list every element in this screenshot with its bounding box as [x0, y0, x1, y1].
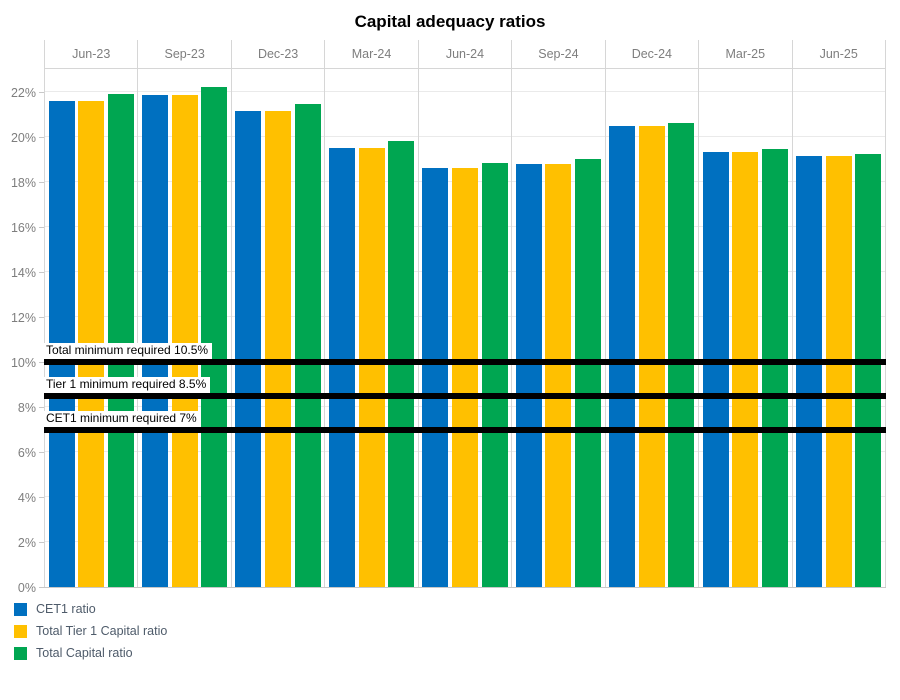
bar-total-tier-1-capital-ratio-mar-24[interactable] [358, 148, 385, 587]
bar-cet1-ratio-dec-24[interactable] [609, 125, 636, 587]
column-sep-23 [137, 69, 230, 587]
y-axis-tick [39, 542, 44, 543]
column-header-jun-24: Jun-24 [417, 40, 511, 68]
bar-total-capital-ratio-sep-24[interactable] [575, 159, 602, 587]
y-axis-tick [39, 181, 44, 183]
bar-total-capital-ratio-jun-24[interactable] [481, 162, 508, 587]
legend-item-total-tier-1-capital-ratio[interactable]: Total Tier 1 Capital ratio [14, 620, 167, 642]
column-header-dec-24: Dec-24 [604, 40, 698, 68]
bar-total-tier-1-capital-ratio-sep-23[interactable] [171, 95, 198, 587]
bar-cet1-ratio-sep-24[interactable] [515, 163, 542, 587]
y-axis-label-16: 16% [10, 220, 36, 235]
bar-cet1-ratio-jun-25[interactable] [796, 156, 823, 587]
reference-line-7pct [44, 426, 886, 433]
bar-cet1-ratio-sep-23[interactable] [142, 95, 169, 587]
legend: CET1 ratio Total Tier 1 Capital ratio Tota… [14, 598, 167, 664]
y-axis-tick [39, 587, 44, 588]
legend-item-cet1-ratio[interactable]: CET1 ratio [14, 598, 167, 620]
bar-cet1-ratio-mar-25[interactable] [702, 151, 729, 587]
bar-total-tier-1-capital-ratio-mar-25[interactable] [732, 151, 759, 587]
column-header-sep-24: Sep-24 [511, 40, 604, 68]
legend-label: CET1 ratio [36, 602, 96, 616]
y-axis-label-14: 14% [10, 266, 36, 280]
bar-total-capital-ratio-mar-25[interactable] [761, 149, 788, 587]
column-jun-23 [44, 69, 137, 587]
y-axis-label-22: 22% [10, 85, 36, 100]
legend-label: Total Tier 1 Capital ratio [36, 624, 168, 638]
column-sep-24 [511, 69, 604, 587]
bar-columns [44, 69, 886, 587]
bar-cet1-ratio-dec-23[interactable] [235, 111, 262, 587]
column-dec-23 [230, 69, 324, 587]
y-axis-tick [39, 452, 44, 453]
column-header-mar-24: Mar-24 [324, 40, 417, 68]
legend-item-total-capital-ratio[interactable]: Total Capital ratio [14, 642, 167, 664]
y-axis-label-4: 4% [17, 491, 36, 505]
bar-cet1-ratio-jun-24[interactable] [422, 168, 449, 587]
y-axis-tick [39, 91, 44, 93]
y-axis-label-6: 6% [17, 446, 36, 460]
reference-line-label-10.5pct: Total minimum required 10.5% [44, 343, 213, 359]
gridline-20pct [44, 135, 886, 137]
bar-total-tier-1-capital-ratio-dec-24[interactable] [638, 125, 665, 587]
y-axis-tick [39, 497, 44, 498]
y-axis-tick [39, 226, 44, 228]
y-axis-tick [39, 136, 44, 138]
y-axis-tick [39, 362, 44, 363]
reference-line-label-7pct: CET1 minimum required 7% [44, 410, 201, 427]
column-dec-24 [604, 69, 698, 587]
column-header-dec-23: Dec-23 [230, 40, 324, 68]
gridline-22pct [44, 90, 886, 92]
y-axis-label-12: 12% [10, 311, 36, 325]
column-header-mar-25: Mar-25 [698, 40, 791, 68]
y-axis-label-2: 2% [17, 536, 36, 550]
column-mar-25 [698, 69, 791, 587]
bar-total-capital-ratio-dec-23[interactable] [294, 104, 321, 587]
y-axis-label-0: 0% [17, 581, 36, 595]
y-axis-tick [39, 317, 44, 318]
y-axis-label-18: 18% [10, 175, 36, 190]
reference-line-label-8.5pct: Tier 1 minimum required 8.5% [44, 376, 211, 393]
y-axis-label-10: 10% [10, 356, 36, 370]
column-jun-25 [791, 69, 886, 587]
bar-total-tier-1-capital-ratio-dec-23[interactable] [265, 111, 292, 587]
bar-cet1-ratio-mar-24[interactable] [328, 148, 355, 587]
bar-total-tier-1-capital-ratio-jun-24[interactable] [451, 168, 478, 587]
y-axis-label-20: 20% [10, 130, 36, 145]
legend-swatch-icon [14, 646, 27, 660]
legend-swatch-icon [14, 624, 27, 638]
y-axis-label-8: 8% [17, 401, 36, 415]
column-header-sep-23: Sep-23 [137, 40, 230, 68]
bar-total-capital-ratio-sep-23[interactable] [201, 87, 228, 587]
column-header-jun-23: Jun-23 [44, 40, 137, 68]
chart-title: Capital adequacy ratios [354, 12, 546, 31]
plot-area: Total minimum required 10.5% Tier 1 minim… [44, 68, 886, 588]
bar-total-tier-1-capital-ratio-sep-24[interactable] [545, 163, 572, 587]
bar-total-capital-ratio-jun-23[interactable] [107, 94, 134, 587]
bar-total-capital-ratio-dec-24[interactable] [668, 123, 695, 587]
y-axis: 0% 2% 4% 6% 8% 10% 12% 14% 16% 18% 20% 22% [0, 68, 44, 595]
bar-total-capital-ratio-jun-25[interactable] [855, 153, 882, 587]
column-header-jun-25: Jun-25 [791, 40, 886, 68]
bar-total-tier-1-capital-ratio-jun-25[interactable] [825, 156, 852, 587]
column-header-row: Jun-23 Sep-23 Dec-23 Mar-24 Jun-24 Sep-24 Dec-… [44, 40, 886, 68]
legend-label: Total Capital ratio [36, 646, 133, 660]
reference-line-10.5pct [44, 359, 886, 365]
column-mar-24 [324, 69, 417, 587]
reference-line-8.5pct [44, 392, 886, 399]
legend-swatch-icon [14, 602, 27, 616]
y-axis-tick [39, 407, 44, 408]
y-axis-tick [39, 272, 44, 273]
column-jun-24 [417, 69, 511, 587]
